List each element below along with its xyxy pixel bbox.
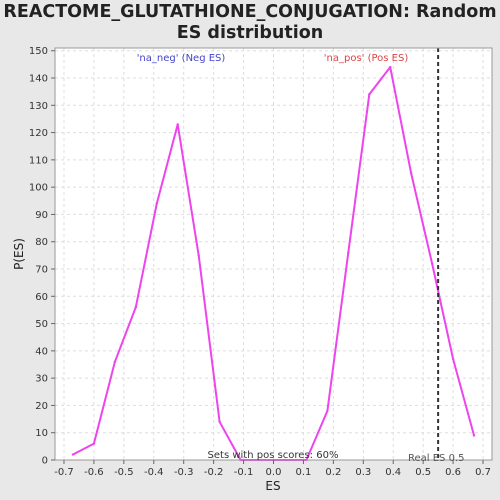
- x-tick-label: 0.0: [266, 467, 282, 478]
- y-tick-label: 140: [29, 74, 48, 85]
- es-distribution-point: [389, 65, 392, 69]
- y-tick-label: 120: [29, 128, 48, 139]
- es-distribution-point: [326, 409, 329, 413]
- x-axis-ticks: -0.7 -0.6 -0.5 -0.4 -0.3 -0.2 -0.1 0.0 0.1 0.2 0.3…: [54, 460, 491, 478]
- es-distribution-point: [134, 306, 138, 309]
- y-tick-label: 100: [29, 183, 48, 194]
- sets-pos-scores-label: Sets with pos scores: 60%: [208, 450, 339, 461]
- pos-es-label: 'na_pos' (Pos ES): [324, 53, 409, 64]
- y-tick-label: 20: [35, 401, 48, 412]
- y-tick-label: 60: [35, 292, 48, 303]
- es-distribution-point: [197, 254, 200, 257]
- x-tick-label: 0.6: [445, 467, 461, 478]
- y-tick-label: 90: [35, 210, 48, 221]
- real-es-label: Real ES 0.5: [408, 453, 464, 464]
- es-distribution-point: [347, 251, 350, 254]
- x-tick-label: -0.3: [174, 467, 194, 478]
- es-distribution-point: [92, 442, 96, 445]
- x-tick-label: 0.1: [295, 467, 311, 478]
- x-tick-label: -0.5: [114, 467, 134, 478]
- y-tick-label: 110: [29, 155, 48, 166]
- y-axis-ticks: 0 10 20 30 40 50 60 70 80 90 100 110 120 130 140 150: [29, 46, 55, 467]
- es-distribution-point: [113, 360, 117, 363]
- y-tick-label: 70: [35, 265, 48, 276]
- x-tick-label: -0.1: [234, 467, 254, 478]
- y-tick-label: 150: [29, 46, 48, 57]
- x-tick-label: -0.2: [204, 467, 224, 478]
- y-axis-label: P(ES): [12, 238, 26, 270]
- x-tick-label: -0.6: [84, 467, 104, 478]
- y-tick-label: 10: [35, 428, 48, 439]
- y-tick-label: 0: [42, 456, 48, 467]
- es-distribution-point: [472, 434, 476, 437]
- x-tick-label: 0.7: [475, 467, 491, 478]
- x-tick-label: 0.3: [355, 467, 371, 478]
- es-distribution-point: [218, 420, 221, 424]
- y-tick-label: 40: [35, 346, 48, 357]
- es-distribution-point: [451, 357, 455, 361]
- es-distribution-point: [409, 172, 413, 175]
- es-distribution-point: [71, 453, 75, 456]
- neg-es-label: 'na_neg' (Neg ES): [137, 53, 226, 64]
- y-tick-label: 80: [35, 237, 48, 248]
- x-tick-label: 0.4: [385, 467, 401, 478]
- x-tick-label: -0.4: [144, 467, 164, 478]
- x-axis-label: ES: [265, 479, 280, 493]
- y-tick-label: 30: [35, 374, 48, 385]
- es-distribution-point: [368, 93, 371, 96]
- es-distribution-point: [430, 262, 434, 265]
- es-distribution-point: [176, 123, 179, 126]
- x-tick-label: -0.7: [54, 467, 74, 478]
- x-tick-label: 0.2: [325, 467, 341, 478]
- chart-title: REACTOME_GLUTATHIONE_CONJUGATION: Random…: [3, 2, 497, 43]
- es-distribution-point: [155, 202, 158, 205]
- x-tick-label: 0.5: [415, 467, 431, 478]
- y-tick-label: 130: [29, 101, 48, 112]
- y-tick-label: 50: [35, 319, 48, 330]
